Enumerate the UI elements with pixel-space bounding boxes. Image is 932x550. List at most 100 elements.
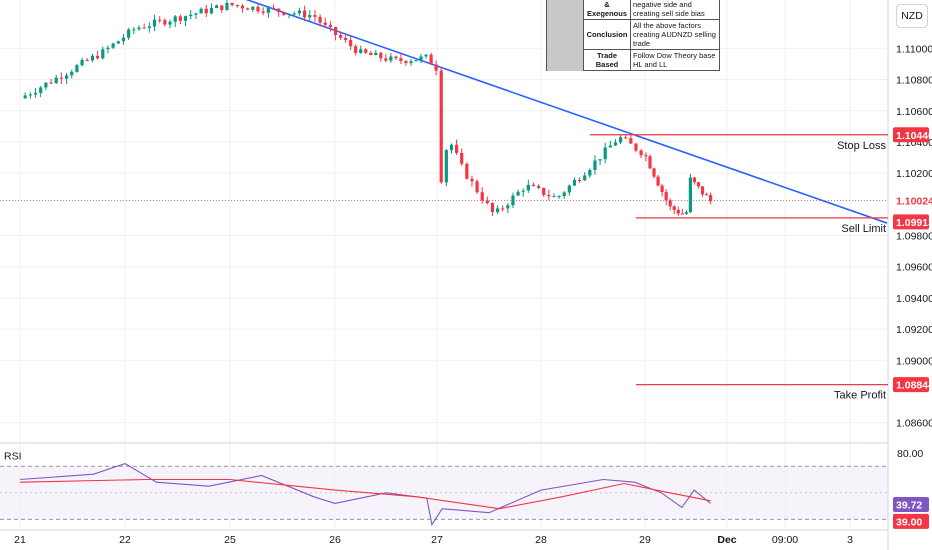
- candle-body: [70, 71, 74, 76]
- table-text: Follow Dow Theory base HL and LL: [630, 49, 720, 71]
- candle-body: [142, 27, 146, 29]
- candle-body: [501, 208, 505, 210]
- candle-body: [39, 87, 43, 93]
- rsi-ma-value-tag: 39.00: [893, 513, 929, 529]
- candle-body: [80, 59, 84, 66]
- candles: [23, 0, 713, 216]
- candle-body: [562, 192, 566, 197]
- x-tick-label: 21: [14, 534, 26, 546]
- candle-body: [364, 49, 368, 53]
- candle-body: [557, 196, 561, 198]
- candle-body: [684, 212, 688, 214]
- candle-body: [215, 5, 219, 9]
- candle-body: [603, 147, 607, 160]
- candle-body: [292, 13, 296, 15]
- candle-body: [536, 186, 541, 188]
- candle-body: [506, 205, 510, 209]
- x-tick-label: Dec: [717, 534, 736, 546]
- tag-text: 39.72: [896, 499, 922, 511]
- candle-body: [424, 54, 428, 57]
- rsi-band: [0, 466, 888, 520]
- candle-body: [246, 8, 250, 10]
- downtrend-line: [245, 0, 888, 224]
- table-row: & Exegenous negative side and creating s…: [546, 0, 720, 71]
- candle-body: [96, 55, 100, 59]
- y-tick-label: 1.10800: [896, 75, 932, 87]
- candle-body: [132, 29, 136, 31]
- candle-body: [384, 58, 388, 61]
- candle-body: [168, 21, 172, 25]
- candle-body: [672, 206, 676, 210]
- candle-body: [644, 155, 648, 157]
- candle-body: [618, 137, 623, 143]
- price-tag: 1.10024: [893, 193, 932, 209]
- candle-body: [593, 160, 597, 170]
- candle-body: [414, 60, 418, 62]
- analysis-table: & Exegenous negative side and creating s…: [546, 0, 720, 71]
- x-tick-label: 28: [535, 534, 547, 546]
- candle-body: [271, 7, 276, 9]
- candle-body: [465, 163, 469, 179]
- candle-body: [106, 47, 110, 50]
- level-label: Sell Limit: [841, 223, 886, 235]
- candle-body: [583, 175, 587, 181]
- y-tick-label: 1.09400: [896, 293, 932, 305]
- candle-body: [656, 176, 660, 186]
- candle-body: [339, 34, 343, 38]
- candle-body: [313, 15, 317, 17]
- candle-body: [323, 22, 327, 25]
- candle-body: [44, 82, 48, 88]
- candle-body: [577, 180, 582, 182]
- candle-body: [668, 200, 672, 207]
- candle-body: [639, 150, 643, 156]
- candle-body: [54, 77, 58, 84]
- candle-body: [490, 203, 495, 213]
- x-tick-label: 09:00: [772, 534, 798, 546]
- rsi-pane: [19, 462, 711, 527]
- price-tag: 1.10446: [893, 127, 932, 143]
- candle-body: [454, 144, 459, 153]
- level-label: Take Profit: [834, 390, 886, 402]
- rsi-title: RSI: [4, 451, 22, 463]
- candle-body: [394, 56, 398, 59]
- trade-levels: Stop Loss Sell Limit Take Profit: [0, 134, 888, 402]
- candle-body: [704, 194, 709, 196]
- y-tick-label: 1.08600: [896, 418, 932, 430]
- tag-box: [893, 377, 929, 393]
- table-text: negative side and creating sell side bia…: [630, 0, 720, 20]
- table-text: All the above factors creating AUDNZD se…: [630, 19, 720, 50]
- candle-body: [256, 6, 260, 12]
- price-tag: 1.09913: [893, 214, 932, 230]
- candle-body: [359, 49, 363, 53]
- candle-body: [251, 6, 255, 10]
- candle-body: [277, 8, 281, 13]
- candle-body: [692, 177, 697, 183]
- candle-body: [163, 20, 167, 25]
- candle-body: [444, 150, 448, 183]
- candle-body: [613, 142, 618, 146]
- candle-body: [369, 52, 373, 56]
- y-tick-label: 1.09200: [896, 324, 932, 336]
- candle-body: [49, 82, 53, 84]
- table-row: Conclusion All the above factors creatin…: [547, 19, 720, 50]
- candle-body: [475, 181, 479, 193]
- candle-body: [349, 40, 353, 47]
- candle-body: [173, 16, 177, 22]
- tag-box: [893, 496, 929, 512]
- candle-body: [379, 52, 383, 59]
- rsi-value-tag: 39.72: [893, 496, 929, 512]
- candle-body: [629, 138, 633, 144]
- candle-body: [399, 58, 403, 61]
- candle-body: [652, 168, 656, 177]
- y-tick-label: 1.11000: [896, 43, 932, 55]
- y-tick-label: 1.09000: [896, 355, 932, 367]
- candle-body: [470, 178, 474, 182]
- currency-button[interactable]: NZD: [896, 4, 928, 28]
- candle-body: [485, 200, 489, 204]
- candle-body: [189, 14, 193, 17]
- rsi-tick-label: 80.00: [897, 448, 923, 460]
- candle-body: [33, 92, 38, 95]
- candle-body: [111, 43, 115, 48]
- y-tick-label: 1.10600: [896, 106, 932, 118]
